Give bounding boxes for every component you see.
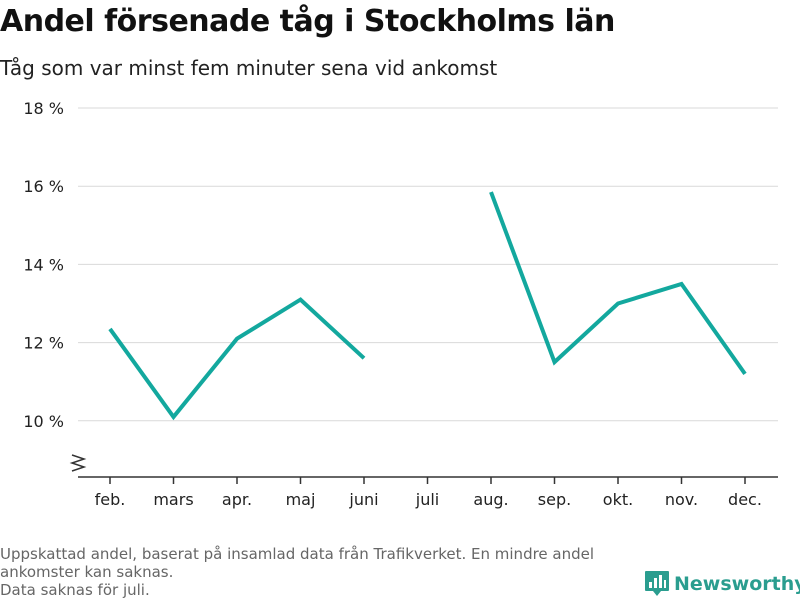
x-tick-label: dec. (728, 490, 762, 509)
chart-title: Andel försenade tåg i Stockholms län (0, 4, 615, 39)
newsworthy-logo[interactable]: Newsworthy (644, 570, 800, 598)
x-tick-label: aug. (473, 490, 508, 509)
x-axis-ticks: feb. mars apr. maj juni juli aug. sep. okt. nov. d… (95, 477, 762, 509)
axis-break-marker (69, 454, 87, 472)
footer-note: Uppskattad andel, baserat på insamlad da… (0, 545, 640, 599)
y-axis-ticks: 10 % 12 % 14 % 16 % 18 % (23, 99, 64, 431)
x-tick-label: juni (348, 490, 378, 509)
footer-note-line-2: Data saknas för juli. (0, 581, 150, 599)
series-lines (108, 191, 747, 421)
line-chart: 10 % 12 % 14 % 16 % 18 % feb. mars apr. maj juni… (23, 99, 778, 509)
x-tick-label: mars (153, 490, 193, 509)
y-tick-label: 16 % (23, 177, 64, 196)
x-axis (69, 454, 778, 478)
y-tick-label: 12 % (23, 334, 64, 353)
newsworthy-logo-icon (645, 571, 669, 596)
y-tick-label: 14 % (23, 255, 64, 274)
x-tick-label: nov. (665, 490, 698, 509)
x-tick-label: feb. (95, 490, 126, 509)
series-line (108, 297, 366, 421)
y-tick-label: 10 % (23, 412, 64, 431)
x-tick-label: apr. (222, 490, 252, 509)
x-tick-label: maj (286, 490, 316, 509)
chart-subtitle: Tåg som var minst fem minuter sena vid a… (0, 56, 498, 80)
x-tick-label: okt. (603, 490, 633, 509)
x-tick-label: sep. (538, 490, 571, 509)
y-tick-label: 18 % (23, 99, 64, 118)
gridlines (78, 107, 778, 422)
series-line (489, 191, 747, 376)
x-tick-label: juli (415, 490, 439, 509)
footer-note-line-1: Uppskattad andel, baserat på insamlad da… (0, 545, 595, 581)
newsworthy-logo-text: Newsworthy (674, 573, 800, 595)
